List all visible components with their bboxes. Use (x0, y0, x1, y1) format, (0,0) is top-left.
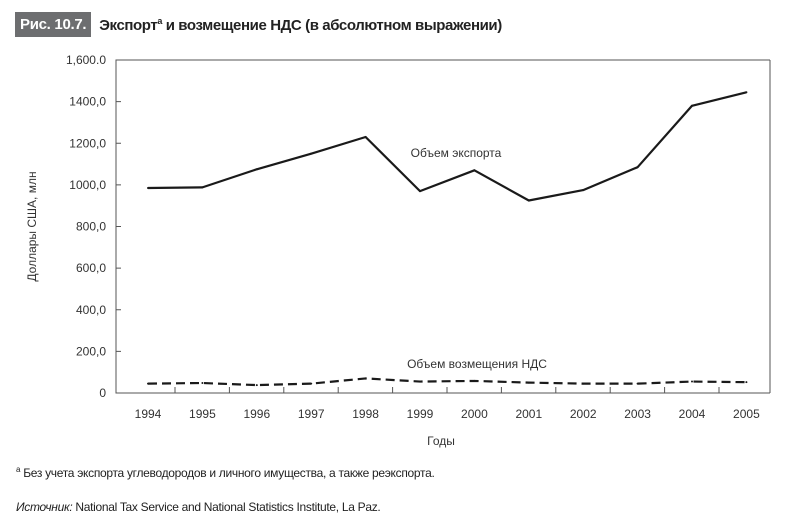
footnote-text: Без учета экспорта углеводородов и лично… (20, 466, 435, 480)
data-point (255, 384, 258, 387)
footnote-marker: a (16, 465, 21, 474)
data-point (147, 186, 149, 189)
data-point (310, 382, 313, 385)
y-tick-label: 0 (99, 386, 106, 400)
y-tick-label: 400,0 (76, 303, 106, 317)
x-tick-label: 1996 (243, 407, 270, 421)
data-point (745, 91, 748, 94)
footnote: a Без учета экспорта углеводородов и лич… (16, 465, 435, 480)
data-point (310, 152, 313, 155)
data-point (691, 104, 693, 107)
x-tick-label: 2001 (515, 407, 542, 421)
data-point (473, 379, 476, 382)
data-point (691, 380, 693, 383)
data-point (636, 166, 639, 169)
title-footnote-marker: a (157, 15, 162, 26)
x-tick-label: 2002 (570, 407, 597, 421)
x-tick-label: 1998 (352, 407, 379, 421)
y-tick-label: 1000,0 (69, 178, 106, 192)
x-tick-label: 1995 (189, 407, 216, 421)
data-point (201, 186, 204, 189)
data-point (419, 380, 421, 383)
title-text-rest: и возмещение НДС (в абсолютном выражении… (161, 16, 503, 34)
x-tick-label: 2004 (679, 407, 706, 421)
y-tick-label: 1200,0 (69, 136, 106, 150)
y-tick-label: 800,0 (76, 220, 106, 234)
data-point (527, 199, 530, 202)
y-tick-label: 1,600.0 (66, 53, 106, 67)
data-point (636, 382, 639, 385)
plot-frame (115, 59, 770, 394)
data-point (255, 168, 258, 171)
y-tick-label: 1400,0 (69, 95, 106, 109)
data-point (364, 136, 367, 139)
data-point (582, 189, 585, 192)
x-tick-label: 2003 (624, 407, 651, 421)
series-line-export (147, 91, 747, 202)
x-tick-label: 1997 (298, 407, 325, 421)
data-point (147, 382, 149, 385)
series-label-vat-refund: Объем возмещения НДС (407, 357, 547, 371)
source-text: National Tax Service and National Statis… (72, 500, 381, 514)
source-label: Источник: (16, 500, 73, 514)
source-note: Источник: National Tax Service and Natio… (16, 500, 381, 514)
data-point (473, 169, 476, 172)
y-axis-label: Доллары США, млн (25, 171, 39, 281)
figure-title: Экспортa и возмещение НДС (в абсолютном … (99, 16, 502, 34)
x-tick-label: 2000 (461, 407, 488, 421)
y-tick-label: 600,0 (76, 261, 106, 275)
x-tick-label: 2005 (733, 407, 760, 421)
figure-label: Рис. 10.7. (15, 12, 92, 37)
x-tick-label: 1999 (407, 407, 434, 421)
data-point (201, 382, 204, 385)
x-axis-label: Годы (427, 434, 455, 448)
series-line-vat-refund (147, 377, 747, 387)
title-text: Экспорт (99, 16, 158, 34)
series-label-export: Объем экспорта (411, 146, 502, 160)
data-point (745, 381, 748, 384)
x-tick-label: 1994 (135, 407, 162, 421)
data-point (364, 377, 367, 380)
data-point (419, 190, 421, 193)
data-point (582, 382, 585, 385)
y-tick-label: 200,0 (76, 344, 106, 358)
data-point (527, 381, 530, 384)
figure-header: Рис. 10.7. Экспортa и возмещение НДС (в … (15, 12, 502, 37)
